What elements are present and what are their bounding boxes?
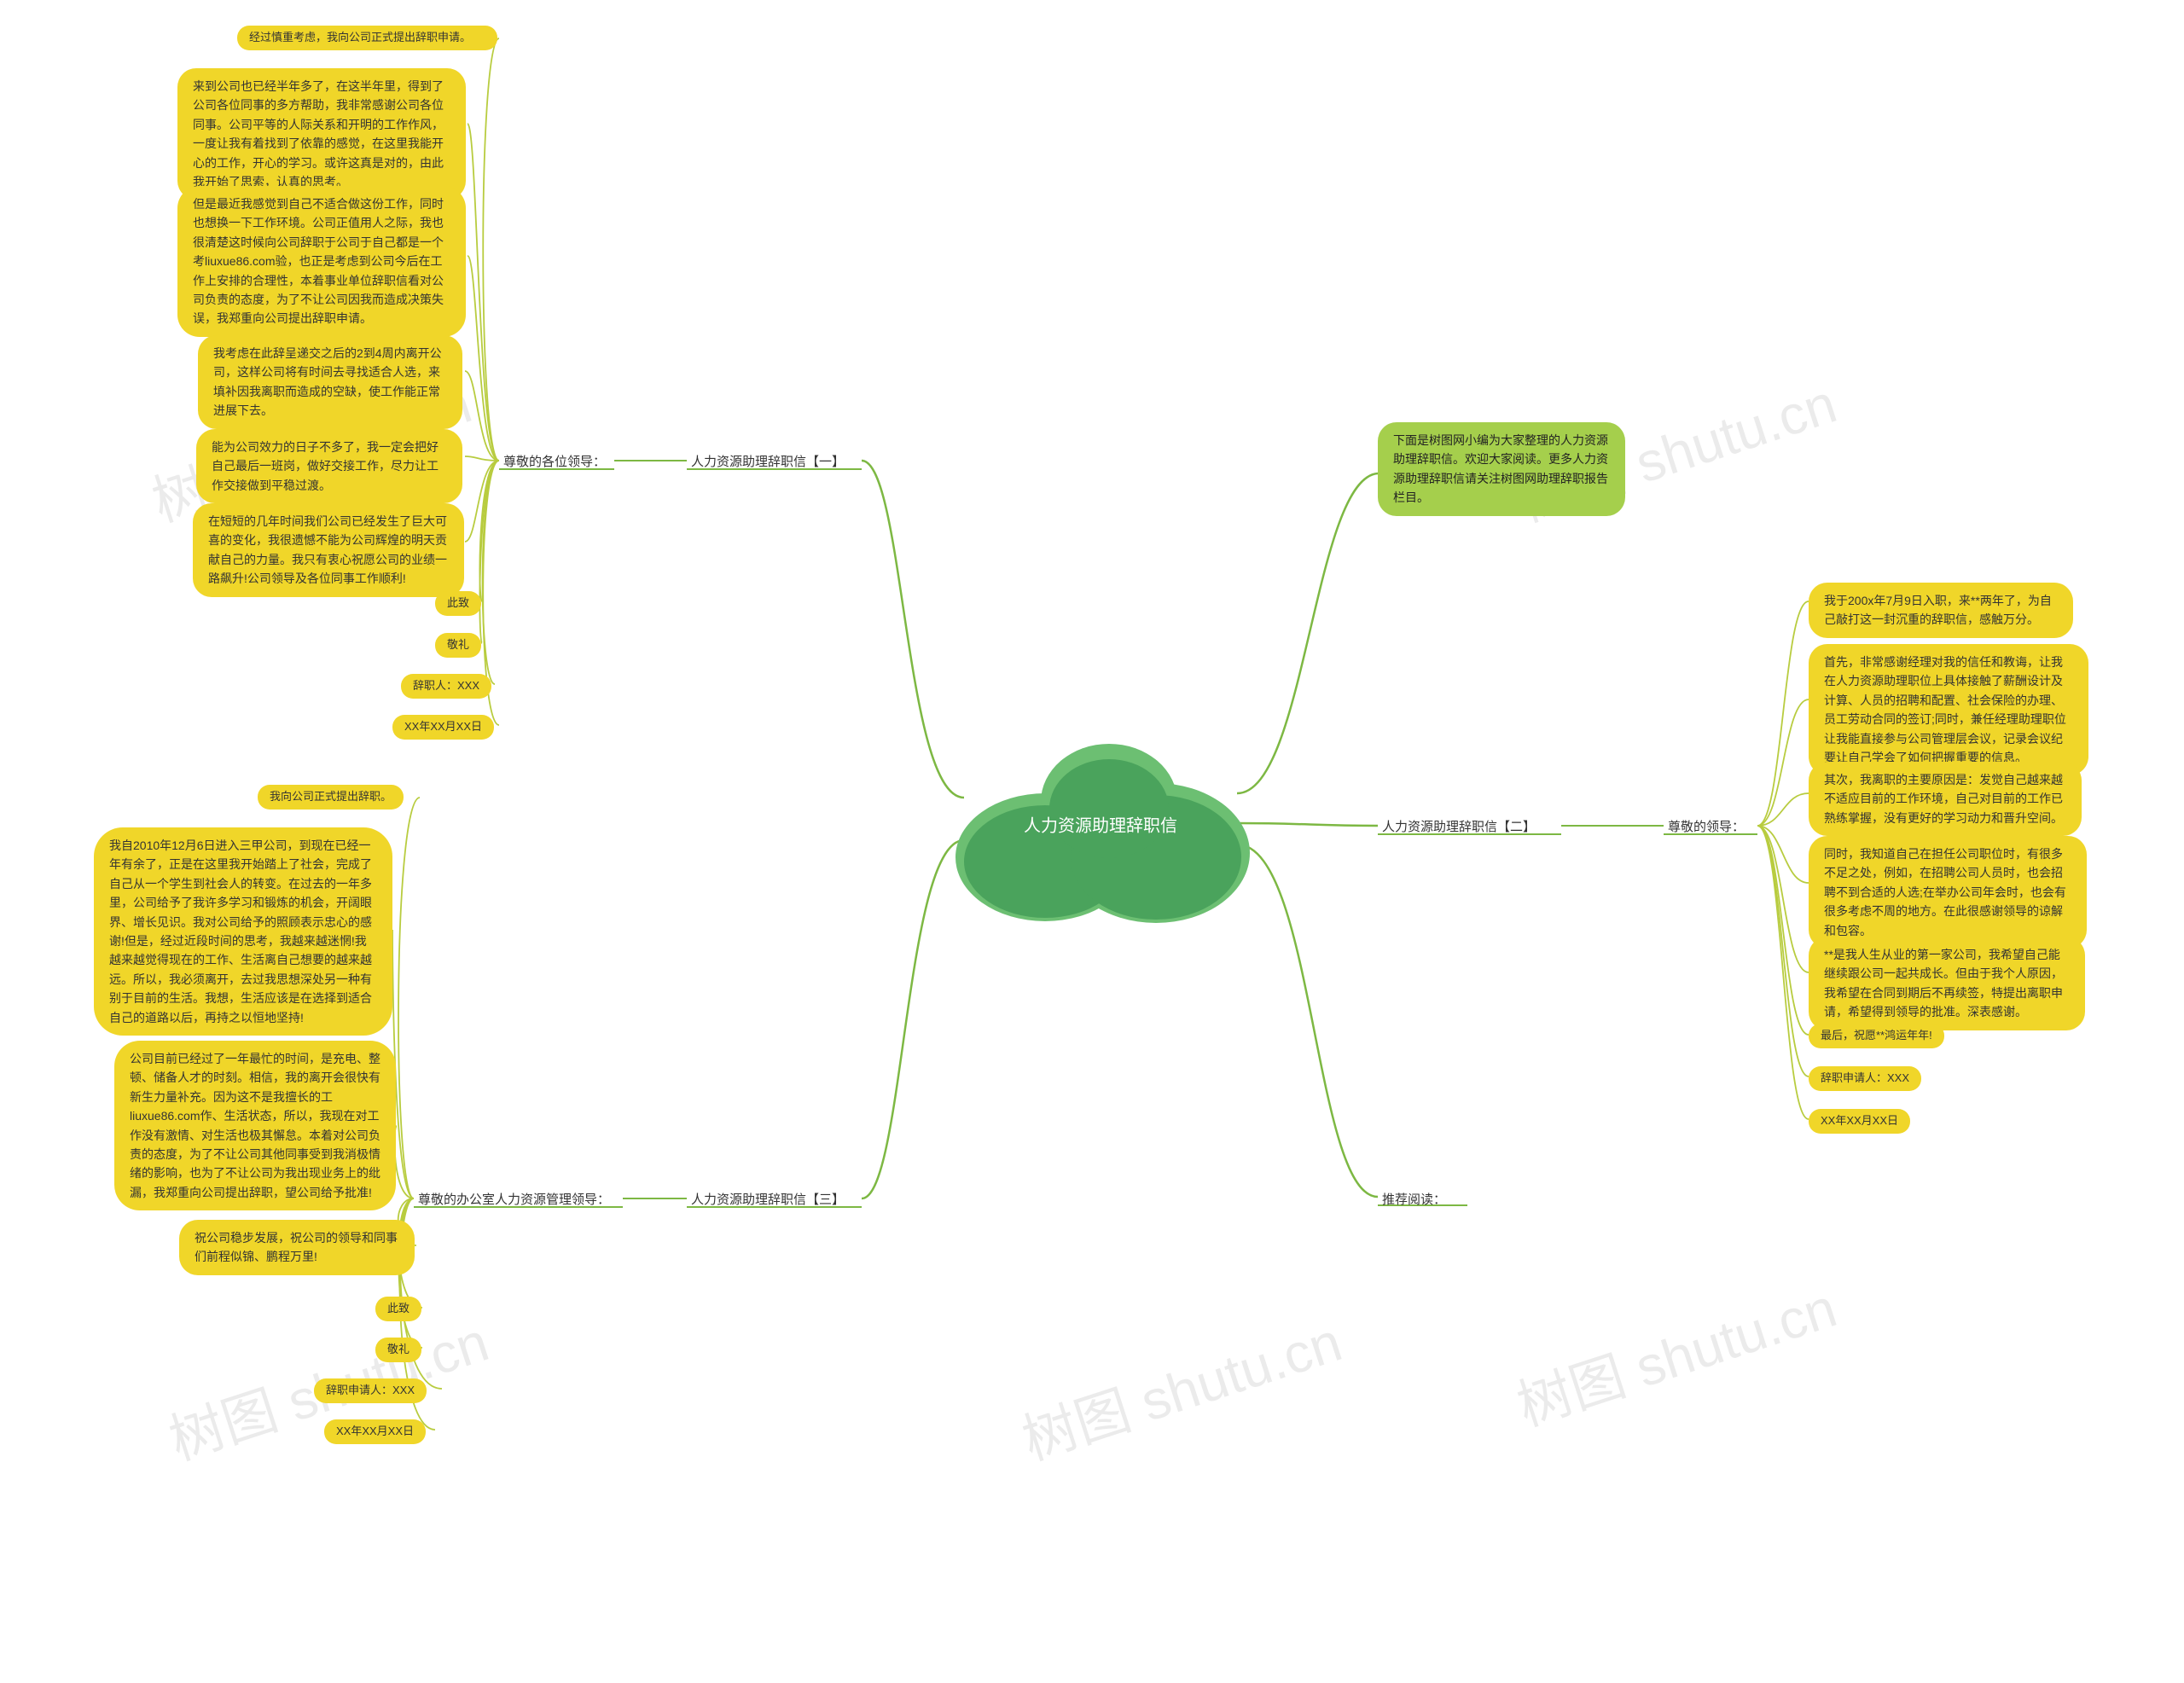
leaf-node: 我向公司正式提出辞职。 xyxy=(258,785,404,810)
leaf-node: 经过慎重考虑，我向公司正式提出辞职申请。 xyxy=(237,26,497,50)
leaf-node: 其次，我离职的主要原因是：发觉自己越来越不适应目前的工作环境，自己对目前的工作已… xyxy=(1809,762,2082,836)
leaf-node: 辞职人：XXX xyxy=(401,674,491,699)
branch-one: 人力资源助理辞职信【一】 xyxy=(691,452,845,470)
leaf-node: 我考虑在此辞呈递交之后的2到4周内离开公司，这样公司将有时间去寻找适合人选，来填… xyxy=(198,335,462,429)
leaf-node: XX年XX月XX日 xyxy=(392,715,494,740)
leaf-node: **是我人生从业的第一家公司，我希望自己能继续跟公司一起共成长。但由于我个人原因… xyxy=(1809,937,2085,1030)
leaf-node: 辞职申请人：XXX xyxy=(1809,1066,1921,1091)
branch-two-sub: 尊敬的领导： xyxy=(1668,817,1745,835)
center-node-label: 人力资源助理辞职信 xyxy=(1024,811,1177,836)
watermark: 树图 shutu.cn xyxy=(1506,1264,1844,1441)
branch-recommend: 推荐阅读： xyxy=(1382,1190,1446,1208)
intro-node: 下面是树图网小编为大家整理的人力资源助理辞职信。欢迎大家阅读。更多人力资源助理辞… xyxy=(1378,422,1625,516)
leaf-node: 此致 xyxy=(375,1297,421,1321)
watermark: 树图 shutu.cn xyxy=(1011,1298,1350,1475)
leaf-node: 敬礼 xyxy=(375,1338,421,1362)
branch-three-sub: 尊敬的办公室人力资源管理领导： xyxy=(418,1190,610,1208)
leaf-node: 我于200x年7月9日入职，来**两年了，为自己敲打这一封沉重的辞职信，感触万分… xyxy=(1809,583,2073,638)
branch-one-sub: 尊敬的各位领导： xyxy=(503,452,606,470)
leaf-node: 公司目前已经过了一年最忙的时间，是充电、整顿、储备人才的时刻。相信，我的离开会很… xyxy=(114,1041,396,1210)
center-node: 人力资源助理辞职信 xyxy=(947,708,1254,930)
leaf-node: 同时，我知道自己在担任公司职位时，有很多不足之处，例如，在招聘公司人员时，也会招… xyxy=(1809,836,2087,949)
branch-two: 人力资源助理辞职信【二】 xyxy=(1382,817,1536,835)
leaf-node: 能为公司效力的日子不多了，我一定会把好自己最后一班岗，做好交接工作，尽力让工作交… xyxy=(196,429,462,503)
leaf-node: 在短短的几年时间我们公司已经发生了巨大可喜的变化，我很遗憾不能为公司辉煌的明天贡… xyxy=(193,503,464,597)
leaf-node: 最后，祝愿**鸿运年年! xyxy=(1809,1024,1944,1048)
leaf-node: 我自2010年12月6日进入三甲公司，到现在已经一年有余了，正是在这里我开始踏上… xyxy=(94,827,392,1036)
leaf-node: 此致 xyxy=(435,591,481,616)
leaf-node: 祝公司稳步发展，祝公司的领导和同事们前程似锦、鹏程万里! xyxy=(179,1220,415,1275)
leaf-node: XX年XX月XX日 xyxy=(1809,1109,1910,1134)
leaf-node: 来到公司也已经半年多了，在这半年里，得到了公司各位同事的多方帮助，我非常感谢公司… xyxy=(177,68,466,200)
branch-three: 人力资源助理辞职信【三】 xyxy=(691,1190,845,1208)
leaf-node: 辞职申请人：XXX xyxy=(314,1378,427,1403)
leaf-node: 敬礼 xyxy=(435,633,481,658)
leaf-node: 首先，非常感谢经理对我的信任和教诲，让我在人力资源助理职位上具体接触了薪酬设计及… xyxy=(1809,644,2088,775)
leaf-node: 但是最近我感觉到自己不适合做这份工作，同时也想换一下工作环境。公司正值用人之际，… xyxy=(177,186,466,337)
leaf-node: XX年XX月XX日 xyxy=(324,1419,426,1444)
